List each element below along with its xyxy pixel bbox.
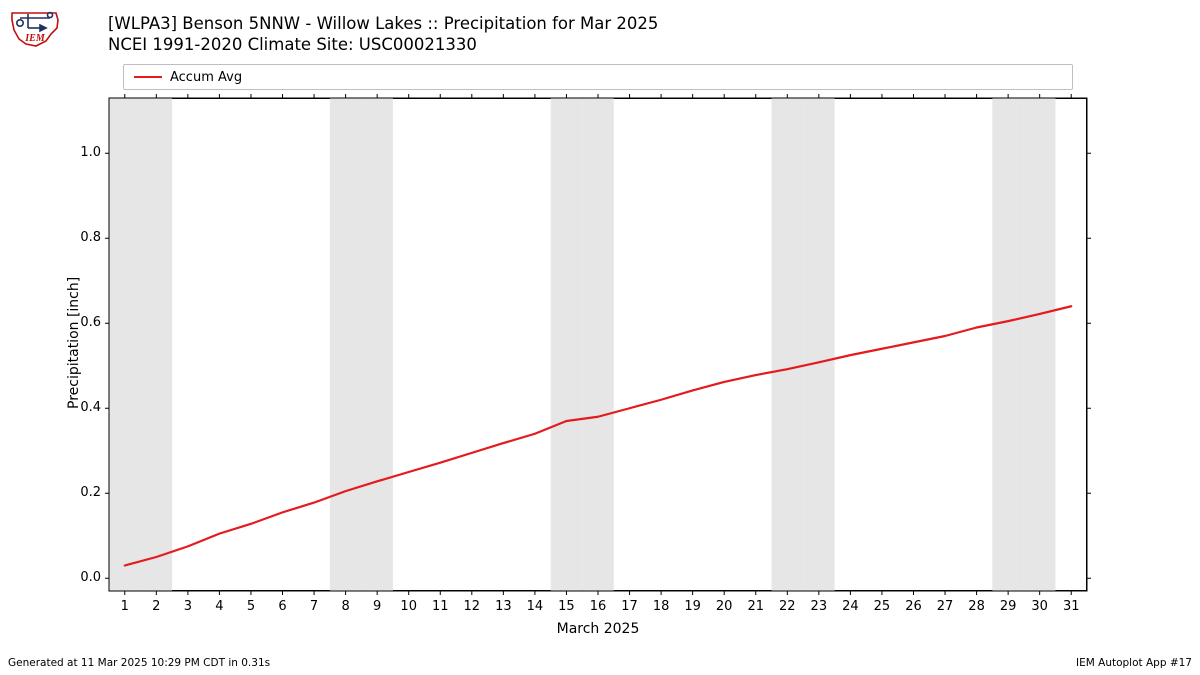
x-tick-label: 22 (779, 599, 796, 614)
logo-text: IEM (24, 33, 46, 44)
x-tick-label: 31 (1063, 599, 1080, 614)
x-tick-label: 30 (1031, 599, 1048, 614)
x-tick-label: 6 (278, 599, 286, 614)
x-tick-label: 20 (716, 599, 733, 614)
y-tick-label: 0.2 (67, 485, 101, 500)
x-tick-label: 26 (905, 599, 922, 614)
x-tick-label: 16 (590, 599, 607, 614)
x-tick-label: 14 (527, 599, 544, 614)
footer-timestamp: Generated at 11 Mar 2025 10:29 PM CDT in… (8, 657, 270, 669)
x-tick-label: 29 (1000, 599, 1017, 614)
x-tick-label: 2 (152, 599, 160, 614)
x-tick-label: 3 (184, 599, 192, 614)
x-tick-label: 21 (747, 599, 764, 614)
x-tick-label: 4 (215, 599, 223, 614)
iem-logo: IEM (6, 6, 64, 50)
x-tick-label: 25 (874, 599, 891, 614)
footer-app-id: IEM Autoplot App #17 (1076, 657, 1192, 669)
x-tick-label: 9 (373, 599, 381, 614)
x-tick-label: 27 (937, 599, 954, 614)
x-tick-label: 28 (968, 599, 985, 614)
legend: Accum Avg (123, 64, 1073, 90)
y-tick-label: 1.0 (67, 145, 101, 160)
y-axis-label: Precipitation [inch] (66, 279, 82, 409)
x-tick-label: 15 (558, 599, 575, 614)
chart-title: [WLPA3] Benson 5NNW - Willow Lakes :: Pr… (108, 14, 658, 55)
y-tick-label: 0.0 (67, 570, 101, 585)
x-tick-label: 12 (464, 599, 481, 614)
x-tick-label: 24 (842, 599, 859, 614)
x-tick-label: 17 (621, 599, 638, 614)
y-tick-label: 0.8 (67, 230, 101, 245)
x-tick-label: 23 (811, 599, 828, 614)
y-tick-label: 0.6 (67, 315, 101, 330)
legend-label: Accum Avg (170, 70, 242, 85)
x-tick-label: 10 (400, 599, 417, 614)
chart-plot-area (109, 98, 1087, 591)
title-line1: [WLPA3] Benson 5NNW - Willow Lakes :: Pr… (108, 14, 658, 35)
x-tick-label: 11 (432, 599, 449, 614)
y-tick-label: 0.4 (67, 400, 101, 415)
x-tick-label: 5 (247, 599, 255, 614)
x-tick-label: 18 (653, 599, 670, 614)
x-tick-label: 8 (341, 599, 349, 614)
x-tick-label: 7 (310, 599, 318, 614)
x-tick-label: 13 (495, 599, 512, 614)
chart-svg (109, 98, 1089, 593)
x-tick-label: 1 (121, 599, 129, 614)
title-line2: NCEI 1991-2020 Climate Site: USC00021330 (108, 35, 658, 56)
legend-line-swatch (134, 76, 162, 78)
x-tick-label: 19 (684, 599, 701, 614)
x-axis-label: March 2025 (109, 621, 1087, 637)
